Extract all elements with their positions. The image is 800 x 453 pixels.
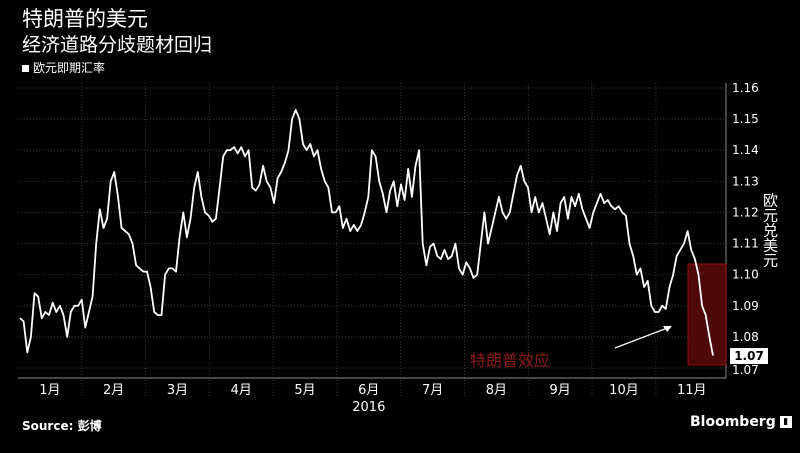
year-label: 2016 [352, 400, 385, 415]
y-tick-label: 1.16 [732, 81, 759, 95]
x-tick-label: 11月 [677, 383, 707, 398]
x-tick-label: 10月 [609, 383, 639, 398]
annotation-arrow [614, 326, 671, 349]
x-tick-label: 8月 [486, 383, 507, 398]
bloomberg-logo: Bloomberg ▮ [690, 414, 792, 430]
legend-label: 欧元即期汇率 [33, 61, 106, 75]
source-note: Source: 彭博 [22, 419, 102, 433]
y-tick-label: 1.07 [732, 363, 759, 377]
y-tick-label: 1.11 [732, 237, 759, 251]
y-tick-label: 1.14 [732, 143, 759, 157]
legend-swatch [22, 64, 29, 72]
annotation-text: 特朗普效应 [470, 351, 550, 370]
brand-name: Bloomberg [690, 414, 776, 430]
y-tick-label: 1.08 [732, 330, 759, 344]
y-tick-label: 1.13 [732, 174, 759, 188]
x-tick-label: 5月 [294, 383, 315, 398]
brand-mark-icon: ▮ [779, 416, 792, 428]
y-tick-label: 1.12 [732, 205, 759, 219]
y-tick-label: 1.10 [732, 268, 759, 282]
legend: 欧元即期汇率 [22, 61, 105, 75]
y-tick-label: 1.15 [732, 112, 759, 126]
last-value-label: 1.07 [734, 349, 764, 363]
y-axis-title: 欧元兑美元 [761, 193, 779, 269]
x-tick-label: 4月 [231, 383, 252, 398]
y-tick-label: 1.09 [732, 299, 759, 313]
annotation-arrowhead [663, 326, 672, 332]
x-tick-label: 2月 [103, 383, 124, 398]
x-tick-label: 6月 [358, 383, 379, 398]
chart-title: 特朗普的美元 [22, 7, 148, 31]
x-tick-label: 1月 [39, 383, 60, 398]
chart-subtitle: 经济道路分歧题材回归 [22, 34, 213, 56]
x-tick-label: 7月 [422, 383, 443, 398]
highlight-box [687, 263, 727, 366]
series-line [19, 108, 714, 356]
x-tick-label: 3月 [167, 383, 188, 398]
x-tick-label: 9月 [550, 383, 571, 398]
last-value-box [730, 348, 768, 364]
